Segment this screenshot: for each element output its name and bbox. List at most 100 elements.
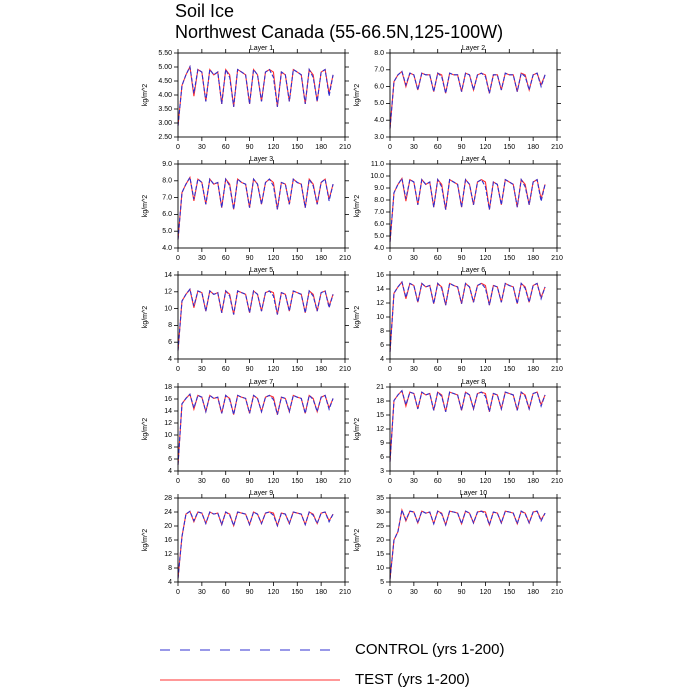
- x-tick-label: 180: [315, 366, 327, 373]
- series-line: [177, 510, 334, 579]
- x-tick-label: 60: [434, 144, 442, 151]
- y-tick-label: 5.00: [158, 64, 172, 71]
- x-tick-label: 90: [246, 589, 254, 596]
- series-line: [389, 389, 546, 462]
- y-axis-label: kg/m^2: [354, 84, 361, 106]
- x-tick-label: 60: [434, 478, 442, 485]
- y-tick-label: 4: [168, 356, 172, 363]
- x-tick-label: 90: [246, 144, 254, 151]
- y-tick-label: 11.0: [371, 161, 384, 168]
- x-tick-label: 0: [176, 255, 180, 262]
- x-tick-label: 60: [222, 589, 230, 596]
- y-tick-label: 4.0: [162, 245, 172, 252]
- panel-title: Layer 10: [460, 490, 487, 497]
- y-tick-label: 15: [376, 412, 384, 419]
- y-tick-label: 14: [376, 286, 384, 293]
- x-tick-label: 180: [527, 144, 539, 151]
- y-tick-label: 12: [164, 289, 172, 296]
- x-tick-label: 90: [458, 366, 466, 373]
- x-tick-label: 30: [198, 366, 206, 373]
- panel-title: Layer 4: [462, 156, 485, 163]
- y-tick-label: 25: [376, 523, 384, 530]
- panel-title: Layer 9: [250, 490, 273, 497]
- y-axis-label: kg/m^2: [142, 195, 149, 217]
- y-tick-label: 10: [164, 432, 172, 439]
- series-line: [177, 64, 334, 126]
- x-tick-label: 150: [503, 478, 515, 485]
- y-tick-label: 10: [376, 314, 384, 321]
- panel: Layer 1 kg/m^2 2.50 3.00 3.50 4.00 4.50 5.00 5.5…: [142, 45, 351, 151]
- y-tick-label: 10: [164, 305, 172, 312]
- x-tick-label: 180: [527, 589, 539, 596]
- y-tick-label: 8: [168, 322, 172, 329]
- y-tick-label: 9.0: [374, 185, 384, 192]
- x-tick-label: 150: [503, 144, 515, 151]
- y-tick-label: 16: [376, 272, 384, 279]
- y-tick-label: 8: [168, 444, 172, 451]
- panel-title: Layer 7: [250, 379, 273, 386]
- y-tick-label: 20: [376, 537, 384, 544]
- x-tick-label: 120: [268, 255, 280, 262]
- y-tick-label: 8.0: [162, 178, 172, 185]
- x-tick-label: 30: [410, 255, 418, 262]
- x-tick-label: 30: [198, 478, 206, 485]
- x-tick-label: 30: [410, 478, 418, 485]
- plot-frame: [177, 274, 346, 360]
- series-line: [177, 393, 334, 466]
- y-tick-label: 3.00: [158, 120, 172, 127]
- y-tick-label: 10.0: [370, 173, 384, 180]
- y-axis-label: kg/m^2: [142, 418, 149, 440]
- series-line: [177, 288, 334, 351]
- x-tick-label: 180: [527, 366, 539, 373]
- panel: Layer 5 kg/m^2 4 6 8 10 12 14 0 30 60 90 120 150 180 21…: [142, 267, 351, 373]
- y-axis-label: kg/m^2: [354, 306, 361, 328]
- y-tick-label: 6.0: [374, 221, 384, 228]
- x-tick-label: 210: [551, 255, 563, 262]
- x-tick-label: 0: [388, 478, 392, 485]
- y-tick-label: 6: [168, 456, 172, 463]
- y-axis-label: kg/m^2: [354, 418, 361, 440]
- y-tick-label: 14: [164, 408, 172, 415]
- x-tick-label: 30: [410, 589, 418, 596]
- y-tick-label: 15: [376, 551, 384, 558]
- y-tick-label: 18: [376, 398, 384, 405]
- x-tick-label: 180: [315, 144, 327, 151]
- plot-frame: [177, 52, 346, 138]
- series-line: [389, 389, 546, 462]
- x-tick-label: 120: [268, 478, 280, 485]
- y-tick-label: 6: [380, 454, 384, 461]
- y-tick-label: 35: [376, 495, 384, 502]
- x-tick-label: 210: [339, 255, 351, 262]
- x-tick-label: 60: [434, 366, 442, 373]
- panel: Layer 9 kg/m^2 4 8 12 16 20 24 28 0 30 60 90 120 150 18…: [142, 490, 351, 596]
- x-tick-label: 0: [388, 255, 392, 262]
- series-line: [177, 288, 334, 351]
- x-tick-label: 120: [480, 589, 492, 596]
- panel-title: Layer 1: [250, 45, 273, 52]
- x-tick-label: 150: [291, 478, 303, 485]
- y-tick-label: 4.0: [374, 245, 384, 252]
- x-tick-label: 120: [268, 144, 280, 151]
- y-tick-label: 5.50: [158, 50, 172, 57]
- figure-subtitle: Northwest Canada (55-66.5N,125-100W): [175, 22, 503, 42]
- x-tick-label: 150: [503, 366, 515, 373]
- panel: Layer 6 kg/m^2 4 6 8 10 12 14 16 0 30 60 90 120 150 180…: [354, 267, 563, 373]
- y-axis-label: kg/m^2: [142, 306, 149, 328]
- y-tick-label: 16: [164, 396, 172, 403]
- plot-frame: [389, 497, 558, 583]
- x-tick-label: 120: [268, 366, 280, 373]
- x-tick-label: 60: [222, 366, 230, 373]
- x-tick-label: 180: [527, 478, 539, 485]
- y-tick-label: 8.0: [374, 50, 384, 57]
- x-tick-label: 180: [527, 255, 539, 262]
- series-line: [389, 280, 546, 353]
- x-tick-label: 150: [291, 589, 303, 596]
- x-tick-label: 210: [339, 144, 351, 151]
- x-tick-label: 0: [176, 366, 180, 373]
- y-tick-label: 24: [164, 509, 172, 516]
- legend-label: CONTROL (yrs 1-200): [355, 641, 504, 658]
- x-tick-label: 180: [315, 589, 327, 596]
- legend-label: TEST (yrs 1-200): [355, 671, 470, 688]
- x-tick-label: 120: [268, 589, 280, 596]
